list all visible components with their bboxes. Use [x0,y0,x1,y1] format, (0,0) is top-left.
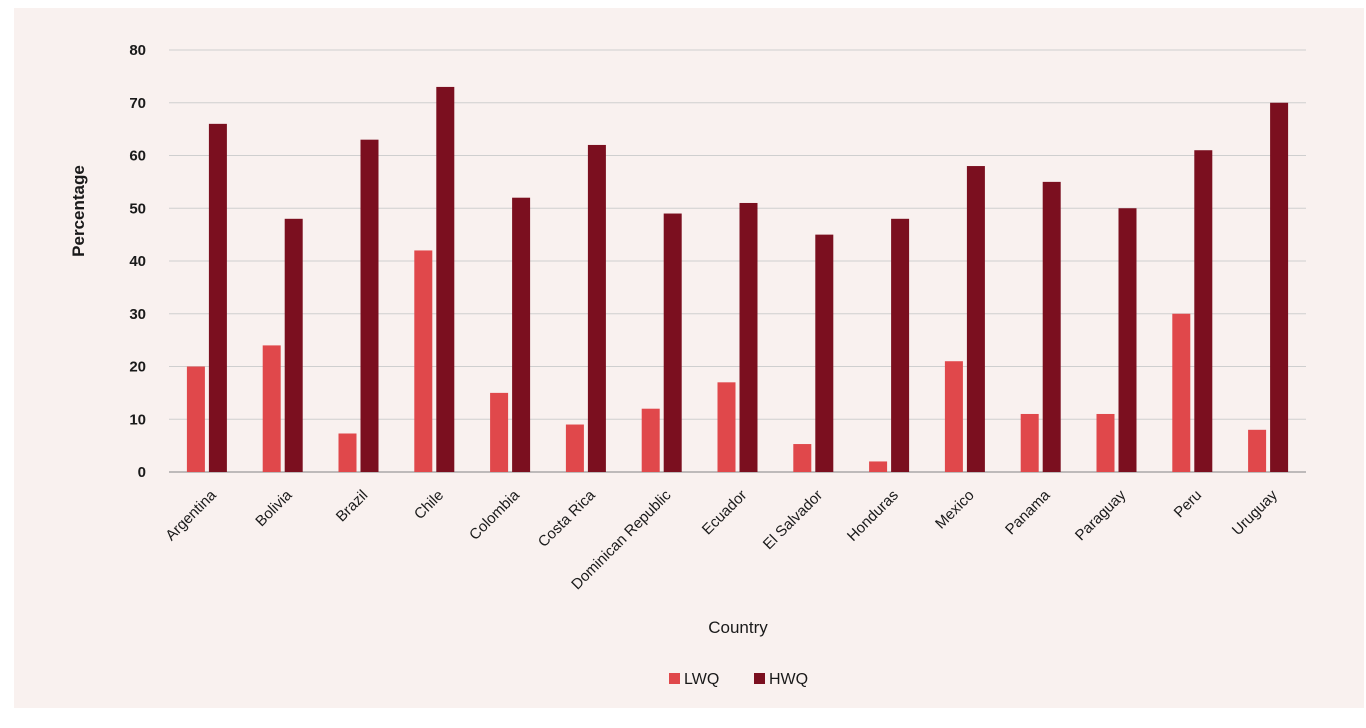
x-tick-label: Peru [1171,487,1205,521]
bar-lwq-dominican-republic [641,408,660,472]
bar-hwq-panama [1042,181,1061,472]
x-tick-label: Costa Rica [535,486,599,550]
bar-hwq-mexico [966,166,985,473]
bar-hwq-honduras [891,218,910,472]
bar-lwq-colombia [490,392,509,472]
bar-hwq-brazil [360,139,379,473]
x-axis-ticks: Argentina Bolivia Brazil Chile Colombia Costa… [162,486,1281,593]
x-tick-label: Honduras [844,487,902,545]
y-axis-title: Percentage [69,165,88,257]
x-tick-label: Uruguay [1229,486,1281,538]
x-tick-label: Argentina [162,486,220,544]
bars [186,86,1289,473]
bar-lwq-paraguay [1096,413,1115,472]
bar-lwq-mexico [944,361,963,472]
y-axis-ticks: 0 10 20 30 40 50 60 70 80 [129,42,146,481]
bar-hwq-paraguay [1118,208,1137,472]
bar-hwq-ecuador [739,202,758,472]
y-tick-label: 70 [129,95,146,112]
x-tick-label: Bolivia [252,486,296,530]
legend-swatch-lwq [669,673,680,684]
bar-lwq-argentina [186,366,205,472]
bar-hwq-dominican-republic [663,213,682,472]
bar-hwq-uruguay [1270,102,1289,472]
x-tick-label: Ecuador [699,487,751,539]
bar-lwq-ecuador [717,382,736,472]
bar-lwq-brazil [338,433,357,472]
y-tick-label: 10 [129,411,146,428]
bar-lwq-peru [1172,313,1191,472]
x-tick-label: Chile [411,487,447,523]
bar-lwq-el-salvador [793,444,812,472]
chart-container: 0 10 20 30 40 50 60 70 80 Argentina Bolivia Brazil… [14,8,1364,708]
bar-hwq-argentina [208,123,227,472]
gridlines [169,49,1306,473]
bar-lwq-honduras [869,461,888,472]
bar-lwq-costa-rica [565,424,584,472]
bar-chart: 0 10 20 30 40 50 60 70 80 Argentina Bolivia Brazil… [69,42,1306,688]
bar-hwq-chile [436,86,455,473]
y-tick-label: 0 [138,464,146,481]
x-axis-title: Country [708,618,768,637]
bar-lwq-bolivia [262,345,281,472]
bar-lwq-chile [414,250,433,472]
x-tick-label: Paraguay [1072,486,1130,544]
y-tick-label: 60 [129,148,146,165]
legend-label-lwq: LWQ [684,671,719,688]
y-tick-label: 80 [129,42,146,59]
y-tick-label: 30 [129,306,146,323]
legend-label-hwq: HWQ [769,671,808,688]
bar-lwq-panama [1020,413,1039,472]
bar-hwq-el-salvador [815,234,834,472]
legend-swatch-hwq [754,673,765,684]
x-tick-label: El Salvador [760,487,826,553]
x-tick-label: Panama [1002,486,1054,538]
y-tick-label: 50 [129,200,146,217]
y-tick-label: 40 [129,253,146,270]
x-tick-label: Colombia [466,486,523,543]
legend: LWQ HWQ [669,671,808,688]
bar-hwq-bolivia [284,218,303,472]
bar-lwq-uruguay [1248,429,1267,472]
bar-hwq-costa-rica [587,144,606,472]
x-tick-label: Mexico [932,487,978,533]
y-tick-label: 20 [129,359,146,376]
bar-hwq-peru [1194,150,1213,472]
bar-hwq-colombia [512,197,531,472]
x-tick-label: Brazil [333,487,372,526]
